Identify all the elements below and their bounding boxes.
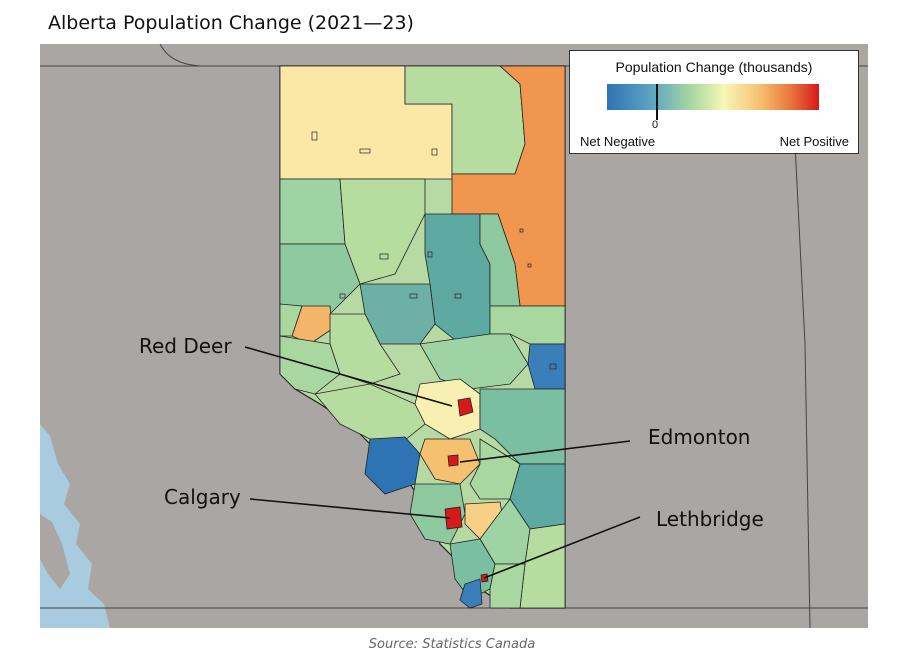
legend: Population Change (thousands) 0 Net Nega… [569, 50, 859, 154]
legend-color-ramp [607, 84, 819, 110]
source-caption: Source: Statistics Canada [368, 637, 536, 652]
leader-line-calgary [249, 498, 451, 519]
lake-outlines [311, 131, 557, 370]
city-marker-red-deer [447, 454, 459, 467]
city-label-edmonton: Edmonton [648, 425, 751, 449]
city-label-lethbridge: Lethbridge [656, 507, 764, 531]
region-south-east [519, 523, 566, 609]
city-marker-edmonton [457, 397, 474, 417]
legend-negative-label: Net Negative [580, 134, 656, 149]
border-line [794, 143, 811, 628]
border-line [159, 44, 201, 67]
map-title: Alberta Population Change (2021—23) [48, 12, 414, 34]
region-blue-east [527, 343, 566, 390]
city-label-calgary: Calgary [164, 485, 241, 509]
region-green-west [279, 303, 303, 337]
region-south-c [489, 563, 526, 609]
leader-line-edmonton [459, 440, 631, 463]
city-marker-calgary [444, 506, 463, 530]
island [40, 514, 70, 589]
region-south-blue [459, 578, 483, 609]
region-north-mid [279, 178, 346, 245]
leader-line-lethbridge [483, 516, 641, 579]
legend-zero-tick [656, 84, 658, 120]
legend-zero-label: 0 [652, 119, 659, 131]
legend-positive-label: Net Positive [779, 134, 849, 149]
region-west-d [314, 383, 426, 445]
leader-line-red-deer [244, 346, 453, 407]
city-label-red-deer: Red Deer [139, 334, 232, 358]
legend-title: Population Change (thousands) [615, 59, 813, 75]
